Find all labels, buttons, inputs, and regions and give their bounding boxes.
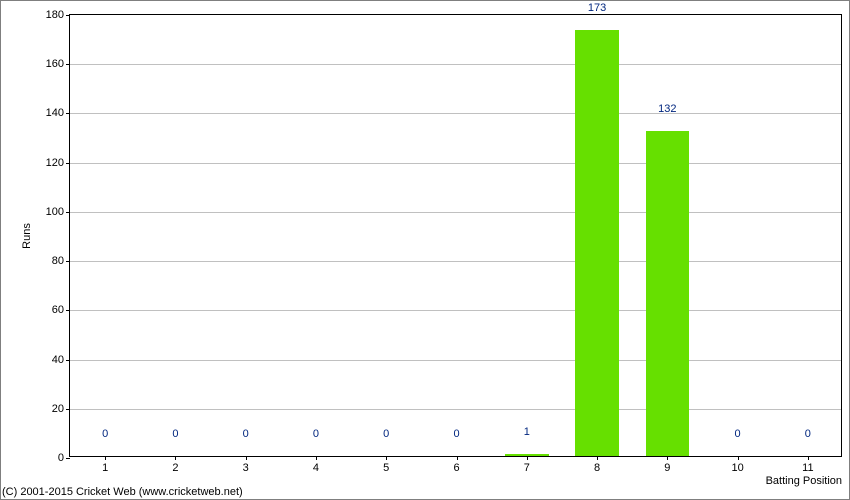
x-tick-label: 5 — [383, 456, 389, 474]
y-tick-label: 120 — [46, 157, 70, 169]
x-tick-label: 6 — [453, 456, 459, 474]
x-tick-label: 3 — [243, 456, 249, 474]
y-tick-label: 0 — [58, 452, 70, 464]
y-tick-label: 20 — [52, 403, 70, 415]
gridline — [70, 360, 841, 361]
y-axis-title: Runs — [21, 223, 33, 249]
bar-value-label: 0 — [172, 428, 178, 442]
bar-value-label: 173 — [588, 2, 606, 16]
y-tick-label: 100 — [46, 206, 70, 218]
bar — [575, 30, 619, 456]
x-tick-label: 7 — [524, 456, 530, 474]
bar-value-label: 132 — [658, 103, 676, 117]
x-tick-label: 1 — [102, 456, 108, 474]
y-tick-label: 180 — [46, 9, 70, 21]
copyright-text: (C) 2001-2015 Cricket Web (www.cricketwe… — [2, 486, 243, 498]
y-tick-label: 140 — [46, 107, 70, 119]
x-tick-label: 10 — [731, 456, 743, 474]
bar-value-label: 0 — [102, 428, 108, 442]
gridline — [70, 310, 841, 311]
bar — [505, 454, 549, 456]
bar-value-label: 1 — [524, 426, 530, 440]
gridline — [70, 409, 841, 410]
runs-by-batting-position-chart: 0204060801001201401601801020304050607181… — [0, 0, 850, 500]
x-axis-title: Batting Position — [766, 475, 842, 487]
x-tick-label: 11 — [802, 456, 813, 474]
y-tick-label: 40 — [52, 354, 70, 366]
bar-value-label: 0 — [805, 428, 811, 442]
gridline — [70, 261, 841, 262]
x-tick-label: 9 — [664, 456, 670, 474]
bar-value-label: 0 — [243, 428, 249, 442]
bar — [646, 131, 690, 456]
gridline — [70, 212, 841, 213]
gridline — [70, 64, 841, 65]
bar-value-label: 0 — [313, 428, 319, 442]
x-tick-label: 2 — [172, 456, 178, 474]
gridline — [70, 163, 841, 164]
plot-area: 0204060801001201401601801020304050607181… — [69, 14, 842, 457]
bar-value-label: 0 — [453, 428, 459, 442]
x-tick-label: 4 — [313, 456, 319, 474]
x-tick-label: 8 — [594, 456, 600, 474]
y-tick-label: 160 — [46, 58, 70, 70]
bar-value-label: 0 — [735, 428, 741, 442]
gridline — [70, 113, 841, 114]
bar-value-label: 0 — [383, 428, 389, 442]
y-tick-label: 80 — [52, 255, 70, 267]
y-tick-label: 60 — [52, 304, 70, 316]
